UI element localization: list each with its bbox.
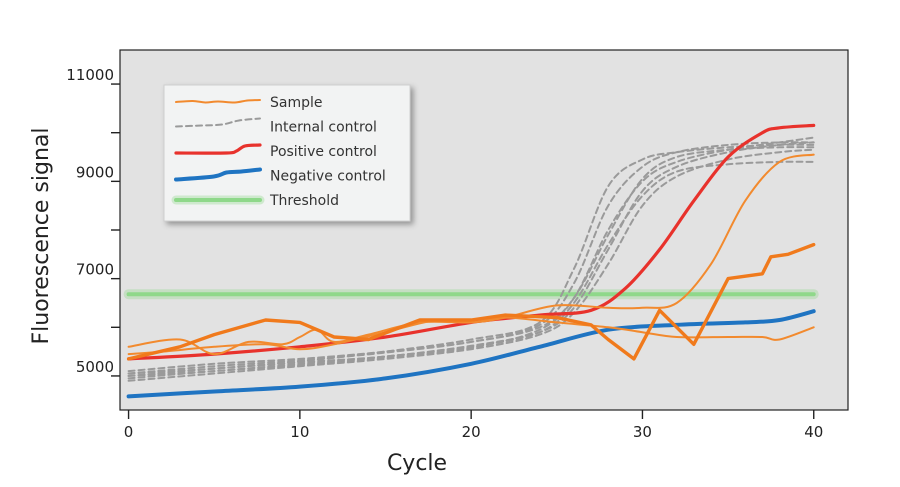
series-sample-line-10	[127, 153, 815, 356]
legend-label-sample: Sample	[270, 95, 323, 111]
x-tick-label-10: 10	[290, 423, 309, 441]
series-positive-line-9	[127, 123, 816, 361]
series-internal-line-4	[127, 143, 815, 377]
x-tick-label-40: 40	[804, 423, 823, 441]
legend-label-positive: Positive control	[270, 144, 377, 160]
axes-layer: 0 10 20 30 40 5000 7000 9000 11000	[66, 66, 823, 441]
series-sample-line-11	[127, 316, 815, 356]
series-internal-line-7	[127, 146, 815, 373]
x-tick-label-20: 20	[462, 423, 481, 441]
series-sample_bold-line-12	[126, 242, 816, 361]
x-axis-title: Cycle	[387, 451, 447, 476]
series-internal-line-6	[127, 160, 815, 377]
series-internal-line-3	[127, 141, 815, 375]
legend-label-threshold: Threshold	[269, 193, 339, 209]
legend-swatch-negative	[174, 167, 262, 182]
y-axis-title: Fluorescence signal	[29, 127, 54, 344]
legend-label-internal: Internal control	[270, 120, 377, 136]
legend-label-negative: Negative control	[270, 169, 386, 185]
series-negative-line-8	[126, 309, 816, 399]
legend-swatch-positive	[174, 143, 262, 155]
legend-swatch-sample	[175, 99, 261, 104]
legend-items: Sample Internal control Positive control Ne…	[171, 95, 386, 209]
x-tick-label-0: 0	[124, 423, 134, 441]
y-tick-label-11000: 11000	[66, 66, 114, 84]
series-layer	[123, 123, 819, 399]
legend: Sample Internal control Positive control Ne…	[163, 84, 411, 222]
y-tick-label-5000: 5000	[76, 358, 114, 376]
y-tick-label-7000: 7000	[76, 261, 114, 279]
legend-swatch-internal	[175, 117, 261, 128]
x-tick-label-30: 30	[633, 423, 652, 441]
y-tick-label-9000: 9000	[76, 163, 114, 181]
